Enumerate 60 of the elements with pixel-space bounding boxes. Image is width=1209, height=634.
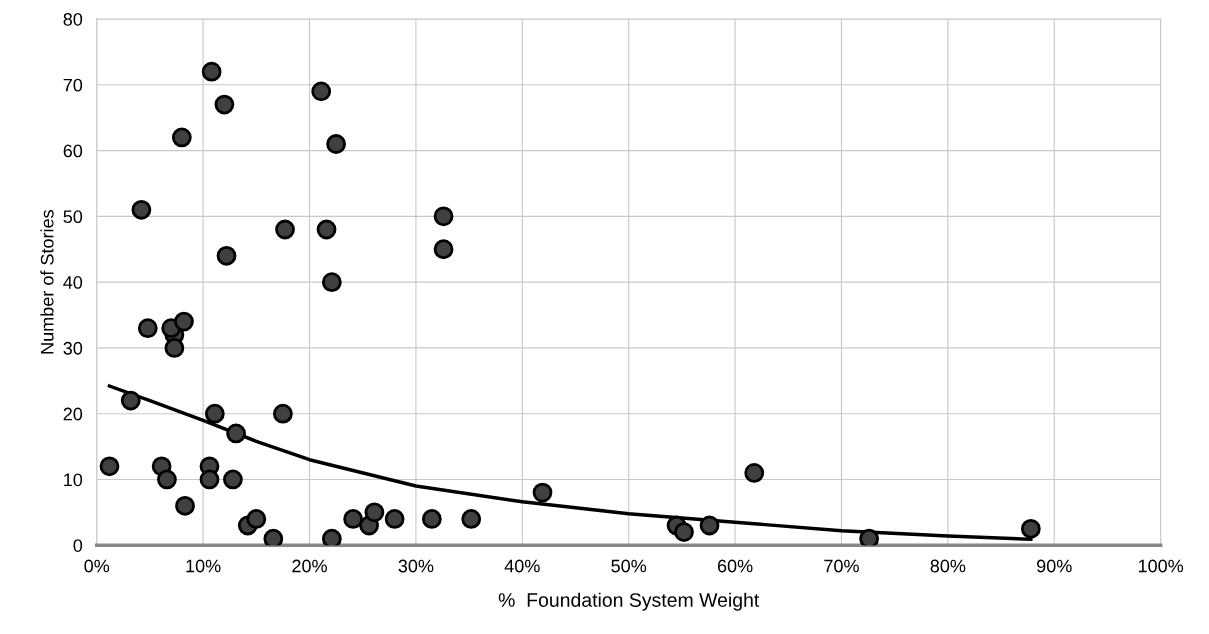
- x-tick-label: 0%: [84, 559, 110, 573]
- point: [273, 403, 293, 424]
- point: [99, 456, 120, 477]
- y-tick-label: 70: [63, 78, 83, 92]
- point: [120, 390, 141, 411]
- point: [223, 469, 243, 490]
- point: [384, 509, 405, 529]
- point: [364, 502, 385, 523]
- point: [532, 482, 553, 503]
- point: [433, 239, 454, 260]
- point: [321, 272, 342, 293]
- y-tick-label: 60: [63, 144, 83, 158]
- point: [699, 515, 720, 536]
- point: [171, 127, 192, 148]
- point: [137, 318, 158, 339]
- point: [174, 311, 194, 332]
- y-tick-label: 10: [64, 473, 83, 487]
- y-tick-label: 50: [63, 210, 83, 224]
- point: [433, 206, 454, 227]
- point: [216, 245, 237, 266]
- x-tick-label: 30%: [398, 559, 434, 573]
- point: [326, 134, 346, 154]
- point: [199, 469, 220, 490]
- point: [316, 219, 337, 240]
- point: [321, 528, 342, 546]
- point: [175, 495, 195, 516]
- point: [204, 403, 225, 424]
- point: [246, 509, 267, 529]
- x-tick-label: 100%: [1138, 559, 1184, 573]
- x-axis-title: % Foundation System Weight: [498, 592, 760, 611]
- y-tick-label: 0: [73, 539, 83, 552]
- point: [164, 338, 185, 358]
- point: [674, 522, 694, 542]
- x-tick-label: 50%: [611, 559, 647, 573]
- x-tick-label: 60%: [717, 559, 753, 573]
- point: [461, 509, 482, 529]
- point: [275, 219, 295, 240]
- x-tick-label: 70%: [824, 559, 859, 573]
- point: [214, 94, 235, 115]
- x-tick-label: 20%: [292, 559, 327, 573]
- point: [226, 423, 246, 444]
- y-tick-label: 30: [63, 341, 83, 355]
- x-tick-label: 10%: [186, 559, 221, 573]
- point: [1020, 518, 1041, 539]
- y-axis-title: Number of Stories: [40, 210, 54, 354]
- y-tick-label: 20: [63, 407, 83, 421]
- point: [343, 509, 364, 529]
- y-tick-label: 80: [63, 12, 83, 26]
- x-tick-label: 80%: [930, 559, 966, 573]
- point: [263, 528, 284, 546]
- point: [157, 469, 177, 490]
- point: [201, 61, 222, 82]
- x-tick-label: 90%: [1037, 559, 1072, 573]
- point: [859, 528, 880, 546]
- x-tick-label: 40%: [504, 559, 540, 573]
- y-tick-label: 40: [63, 276, 83, 289]
- point: [131, 199, 152, 220]
- point: [311, 81, 332, 102]
- point: [744, 462, 765, 483]
- point: [421, 509, 442, 529]
